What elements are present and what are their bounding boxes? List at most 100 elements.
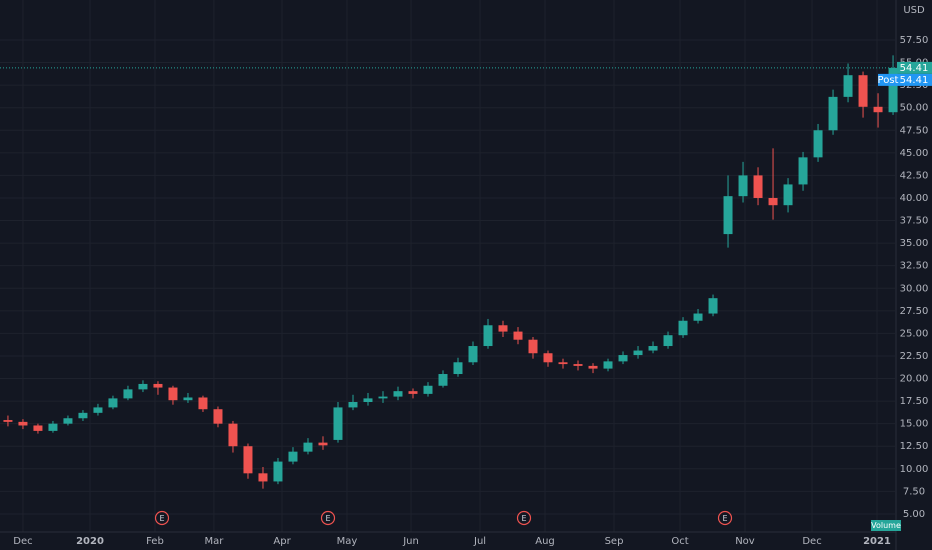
candle-body (153, 383, 163, 388)
price-tag (897, 61, 932, 74)
candle-body (843, 75, 853, 97)
candle-body (663, 335, 673, 347)
y-tick-label: 5.00 (903, 509, 925, 520)
post-label: Post (878, 75, 899, 86)
x-tick-label: Aug (535, 536, 555, 547)
candle-body (423, 385, 433, 394)
y-tick-label: 50.00 (900, 103, 929, 114)
y-tick-label: 12.50 (900, 441, 929, 452)
candle-body (108, 398, 118, 408)
y-tick-label: 40.00 (900, 193, 929, 204)
candle-body (498, 325, 508, 332)
candle-body (303, 442, 313, 452)
y-tick-label: 15.00 (900, 419, 929, 430)
candle-body (273, 461, 283, 482)
candle-body (858, 75, 868, 107)
y-tick-label: 30.00 (900, 283, 929, 294)
candle-body (543, 353, 553, 363)
y-tick-label: 45.00 (900, 148, 929, 159)
candle-body (243, 446, 253, 474)
candle-body (33, 425, 43, 431)
earnings-label: E (521, 514, 526, 523)
candle-body (228, 423, 238, 447)
volume-tag (871, 520, 901, 531)
candle-body (333, 407, 343, 440)
x-tick-label: Dec (13, 536, 32, 547)
x-tick-label: 2020 (76, 536, 104, 547)
candle-body (693, 313, 703, 321)
y-tick-label: 17.50 (900, 396, 929, 407)
x-tick-label: Nov (735, 536, 755, 547)
y-tick-label: 42.50 (900, 170, 929, 181)
candle-body (723, 196, 733, 235)
candle-body (168, 387, 178, 401)
y-tick-label: 37.50 (900, 216, 929, 227)
candle-body (123, 389, 133, 399)
candle-body (363, 398, 373, 403)
candle-body (873, 106, 883, 113)
candle-body (408, 391, 418, 394)
candle-body (138, 383, 148, 390)
candle-body (78, 412, 88, 419)
candle-body (768, 197, 778, 206)
earnings-marker (154, 510, 170, 526)
candle-body (438, 374, 448, 386)
candle-body (318, 442, 328, 446)
y-tick-label: 57.50 (900, 35, 929, 46)
candle-body (813, 130, 823, 158)
x-tick-label: Sep (605, 536, 624, 547)
x-tick-label: Jul (473, 536, 486, 547)
earnings-marker (717, 510, 733, 526)
candle-body (513, 331, 523, 340)
candle-body (678, 320, 688, 336)
candle-body (483, 325, 493, 347)
candle-body (633, 350, 643, 356)
candle-body (783, 184, 793, 206)
x-tick-label: Dec (802, 536, 821, 547)
candle-body (588, 365, 598, 369)
candle-body (603, 361, 613, 369)
candle-body (828, 96, 838, 131)
x-tick-label: May (337, 536, 358, 547)
candle-body (798, 157, 808, 185)
earnings-label: E (325, 514, 330, 523)
candle-body (618, 355, 628, 362)
candle-body (48, 423, 58, 431)
x-tick-label: Oct (671, 536, 688, 547)
candle-body (93, 407, 103, 413)
x-tick-label: Mar (204, 536, 224, 547)
earnings-marker (320, 510, 336, 526)
candle-body (888, 67, 898, 113)
y-tick-label: 25.00 (900, 328, 929, 339)
earnings-label: E (722, 514, 727, 523)
candle-body (573, 364, 583, 366)
candle-body (708, 298, 718, 314)
y-tick-label: 10.00 (900, 464, 929, 475)
candle-body (558, 362, 568, 365)
x-tick-label: Apr (273, 536, 291, 547)
candle-body (468, 346, 478, 363)
earnings-label: E (159, 514, 164, 523)
post-price-label: 54.41 (900, 75, 929, 86)
y-tick-label: 32.50 (900, 261, 929, 272)
post-tag (878, 73, 932, 86)
candle-body (378, 396, 388, 399)
candle-body (348, 402, 358, 408)
x-tick-label: Jun (402, 536, 419, 547)
candle-body (183, 397, 193, 401)
currency-label: USD (903, 5, 925, 16)
y-tick-label: 22.50 (900, 351, 929, 362)
x-tick-label: Feb (146, 536, 164, 547)
y-tick-label: 7.50 (903, 486, 925, 497)
candle-body (198, 397, 208, 410)
earnings-marker (516, 510, 532, 526)
candle-body (753, 175, 763, 198)
y-tick-label: 47.50 (900, 125, 929, 136)
candle-body (288, 451, 298, 462)
y-tick-label: 35.00 (900, 238, 929, 249)
candle-body (453, 362, 463, 375)
volume-label: Volume (871, 521, 901, 530)
y-tick-label: 20.00 (900, 374, 929, 385)
